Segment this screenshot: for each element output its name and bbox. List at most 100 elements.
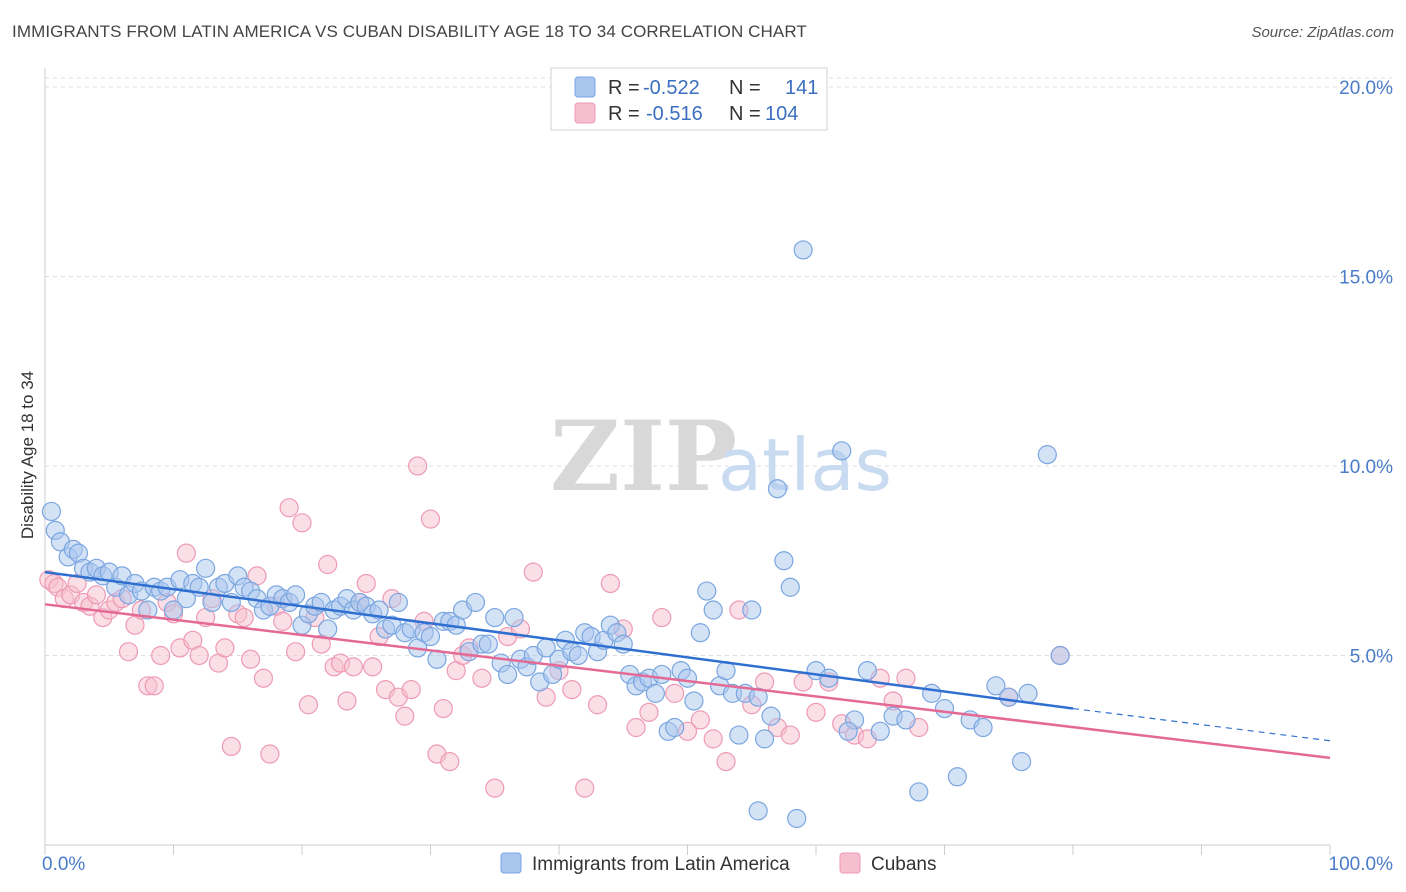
y-axis-label: Disability Age 18 to 34 [18,371,37,539]
cubans-point [356,573,376,594]
cubans-point [337,691,357,711]
watermark-atlas: atlas [718,423,892,507]
cubans-point [408,456,428,476]
latin-america-point [478,634,498,654]
latin-america-point [1011,752,1032,772]
cubans-point [485,778,505,798]
series-legend: Immigrants from Latin America Cubans [500,852,937,875]
latin-america-point [742,600,762,620]
axes [44,68,1331,855]
cubans-point [253,668,274,688]
legend-r-value-blue: -0.522 [643,77,700,99]
latin-america-point [665,717,685,738]
cubans-point [118,642,139,662]
series-label-latin-america: Immigrants from Latin America [532,854,790,875]
latin-america-point [999,687,1019,707]
cubans-point [806,702,826,722]
latin-america-point [690,623,710,643]
latin-america-point [973,717,993,738]
legend-r-label-pink: R = [608,103,640,125]
legend-n-value-pink: 104 [765,103,798,125]
y-tick-label: 20.0% [1339,78,1393,99]
latin-america-point [922,683,942,703]
latin-america-point [388,592,408,613]
latin-america-point [832,441,852,461]
legend-n-label-blue: N = [729,77,761,99]
x-tick-label-max: 100.0% [1329,854,1394,875]
latin-america-point [645,683,665,703]
cubans-point [626,717,646,738]
latin-america-point [465,592,486,613]
latin-america-point [896,710,916,730]
latin-america-point [485,607,505,628]
legend-r-value-pink: -0.516 [646,103,703,125]
source-label: Source: ZipAtlas.com [1251,24,1394,41]
cubans-point [395,706,415,726]
cubans-point [298,695,319,715]
cubans-point [343,657,363,677]
cubans-point [652,607,672,628]
latin-america-point [285,585,306,605]
cubans-point [716,752,736,772]
cubans-point [562,679,582,700]
latin-america-point [196,558,216,578]
latin-america-point [568,645,588,666]
cubans-point [279,498,299,518]
legend-swatch-pink [574,102,596,124]
cubans-point [587,695,608,715]
cubans-point [780,725,800,745]
latin-america-point [504,607,524,628]
latin-america-point [870,721,890,741]
legend-swatch-blue [574,76,596,98]
latin-america-point [754,729,775,749]
x-tick-label-min: 0.0% [42,854,85,875]
cubans-point [292,513,312,533]
latin-america-point [41,501,62,522]
cubans-point [472,668,492,688]
latin-america-point [748,801,768,821]
latin-america-point [780,577,800,597]
cubans-point [86,585,107,605]
grid-lines [45,77,1392,656]
cubans-point [600,573,621,594]
watermark: ZIP atlas [550,400,892,513]
cubans-point [144,676,164,696]
legend-r-label-blue: R = [608,77,640,99]
watermark-zip: ZIP [550,400,737,513]
latin-america-point [420,626,441,647]
latin-america-point [652,664,672,685]
cubans-trend-line [44,603,1331,760]
latin-america-point [947,767,967,787]
latin-america-point [1050,645,1070,666]
cubans-point [221,736,241,757]
tick-labels: 5.0% 10.0% 15.0% 20.0% 0.0% 100.0% [42,78,1393,875]
cubans-point [215,638,235,658]
trend-lines [44,570,1331,760]
latin-america-points [41,240,1070,829]
cubans-point [151,645,171,666]
cubans-point [260,744,280,764]
cubans-point [523,562,543,582]
cubans-point [575,778,595,798]
correlation-legend: R = -0.522 N = 141 R = -0.516 N = 104 [550,67,828,131]
latin-america-point [986,676,1006,696]
legend-n-label-pink: N = [729,103,761,125]
cubans-point [703,729,723,749]
cubans-point [665,683,685,703]
series-swatch-cubans [839,852,861,874]
cubans-point [433,698,453,719]
cubans-point [639,702,659,722]
latin-america-point [1018,683,1038,703]
cubans-point [318,554,338,575]
latin-america-point [697,581,717,601]
cubans-point [273,611,293,631]
y-tick-label: 15.0% [1339,267,1393,288]
latin-america-point [748,687,768,707]
legend-n-value-blue: 141 [785,77,818,99]
series-swatch-latin-america [500,852,522,874]
latin-america-point [909,782,929,802]
cubans-point [234,607,254,628]
latin-america-point [793,240,813,260]
latin-america-point [767,479,788,499]
